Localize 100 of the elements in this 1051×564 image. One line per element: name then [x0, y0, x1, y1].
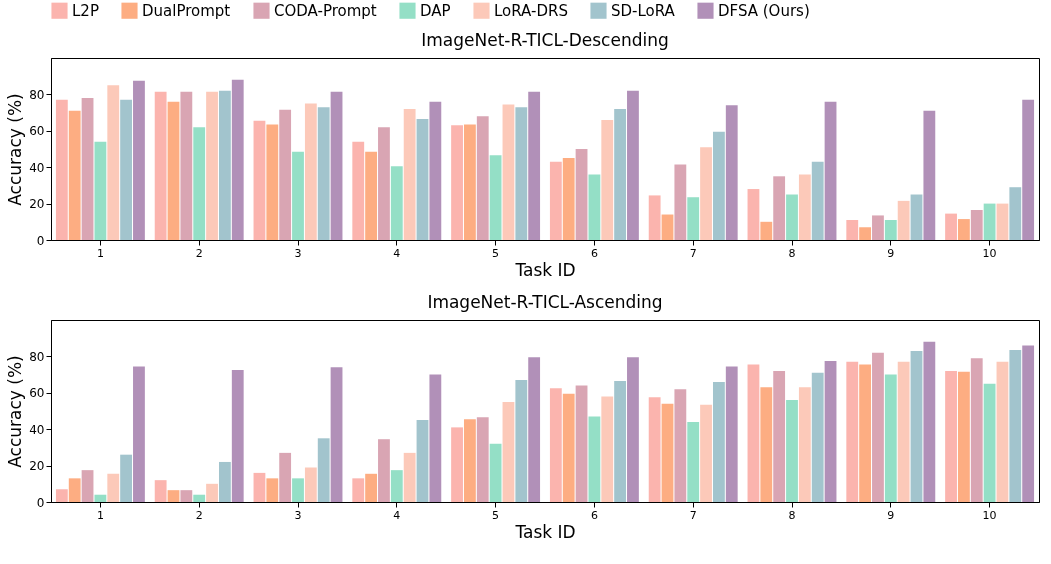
x-tick-label: 3 — [294, 246, 302, 260]
bar — [94, 494, 107, 502]
bar — [945, 370, 957, 502]
legend-label: DFSA (Ours) — [718, 1, 810, 20]
x-tick-label: 2 — [195, 246, 203, 260]
bar — [218, 90, 231, 240]
bar — [648, 195, 661, 240]
bar — [648, 397, 661, 502]
bar — [120, 454, 133, 502]
bar — [55, 489, 68, 502]
bar — [674, 164, 687, 240]
bar — [588, 174, 601, 240]
bar — [266, 124, 279, 240]
legend-label: DAP — [420, 1, 451, 20]
bar — [476, 116, 489, 240]
bar — [218, 461, 231, 502]
bar — [725, 366, 738, 502]
bar — [661, 403, 674, 502]
y-tick-label: 20 — [29, 197, 45, 212]
x-tick-label: 10 — [982, 246, 997, 260]
bar — [476, 417, 489, 502]
bar — [330, 367, 343, 502]
bar — [872, 352, 884, 502]
x-tick-label: 9 — [887, 246, 895, 260]
bar — [970, 209, 983, 240]
bar — [253, 472, 266, 502]
bar — [429, 374, 442, 502]
bar — [970, 358, 983, 502]
bar — [429, 101, 442, 240]
bar — [601, 396, 614, 502]
bar — [463, 419, 476, 502]
legend-label: CODA-Prompt — [274, 1, 377, 20]
x-tick-label: 9 — [887, 508, 895, 522]
bar — [94, 141, 107, 240]
bar — [206, 483, 218, 502]
bar — [601, 119, 614, 240]
bar — [81, 470, 94, 502]
y-tick-label: 0 — [36, 233, 45, 248]
bar — [957, 371, 970, 502]
bar — [107, 473, 120, 502]
y-tick-label: 40 — [29, 160, 45, 175]
bar — [292, 151, 304, 240]
bar — [859, 227, 872, 240]
bar — [687, 421, 700, 502]
x-tick-label: 6 — [590, 508, 598, 522]
legend-label: SD-LoRA — [611, 1, 676, 20]
bar — [884, 374, 897, 502]
bar — [549, 388, 562, 502]
bar — [996, 203, 1009, 240]
bar — [180, 490, 193, 502]
bar — [489, 443, 502, 502]
bar — [515, 107, 528, 240]
bar — [614, 108, 627, 240]
bar — [330, 91, 343, 240]
bar — [798, 174, 811, 240]
bar — [674, 389, 687, 502]
x-tick-label: 4 — [393, 508, 401, 522]
x-tick-label: 6 — [590, 246, 598, 260]
bar — [416, 420, 429, 502]
bar — [416, 118, 429, 240]
bar — [957, 219, 970, 240]
x-tick-label: 8 — [788, 508, 796, 522]
y-tick-label: 40 — [29, 422, 45, 437]
bar — [712, 381, 725, 502]
bar — [304, 467, 317, 502]
bar — [983, 203, 996, 240]
bar — [661, 214, 674, 240]
bar — [365, 473, 378, 502]
bar — [910, 194, 923, 240]
bar — [154, 91, 167, 240]
bar — [390, 166, 403, 240]
bar — [700, 147, 712, 240]
chart-title: ImageNet-R-TICL-Descending — [421, 30, 669, 50]
bar — [1009, 187, 1022, 240]
bar — [872, 215, 884, 240]
bar — [760, 387, 773, 502]
bar — [279, 109, 292, 240]
bar — [773, 370, 786, 502]
x-tick-label: 2 — [195, 508, 203, 522]
bar — [292, 478, 304, 502]
legend-label: DualPrompt — [142, 1, 231, 20]
x-tick-label: 3 — [294, 508, 302, 522]
bar — [167, 490, 180, 502]
bar — [266, 478, 279, 502]
x-tick-label: 1 — [96, 508, 104, 522]
y-tick-label: 0 — [36, 495, 45, 510]
bar — [133, 80, 145, 240]
bar — [180, 91, 193, 240]
bar — [304, 103, 317, 240]
bar — [859, 364, 872, 502]
bar — [811, 372, 824, 502]
bar — [575, 149, 588, 240]
bar — [786, 400, 798, 502]
bar — [528, 91, 541, 240]
bar — [403, 452, 416, 502]
bar — [910, 350, 923, 502]
bar — [846, 219, 859, 240]
bar — [786, 194, 798, 240]
bar — [811, 161, 824, 240]
y-tick-label: 80 — [29, 349, 45, 364]
